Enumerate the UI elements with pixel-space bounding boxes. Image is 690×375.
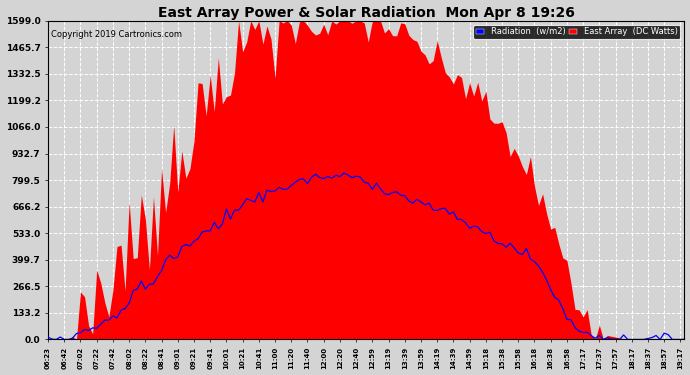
Title: East Array Power & Solar Radiation  Mon Apr 8 19:26: East Array Power & Solar Radiation Mon A… [158,6,575,20]
Text: Copyright 2019 Cartronics.com: Copyright 2019 Cartronics.com [51,30,182,39]
Legend: Radiation  (w/m2), East Array  (DC Watts): Radiation (w/m2), East Array (DC Watts) [473,25,680,39]
